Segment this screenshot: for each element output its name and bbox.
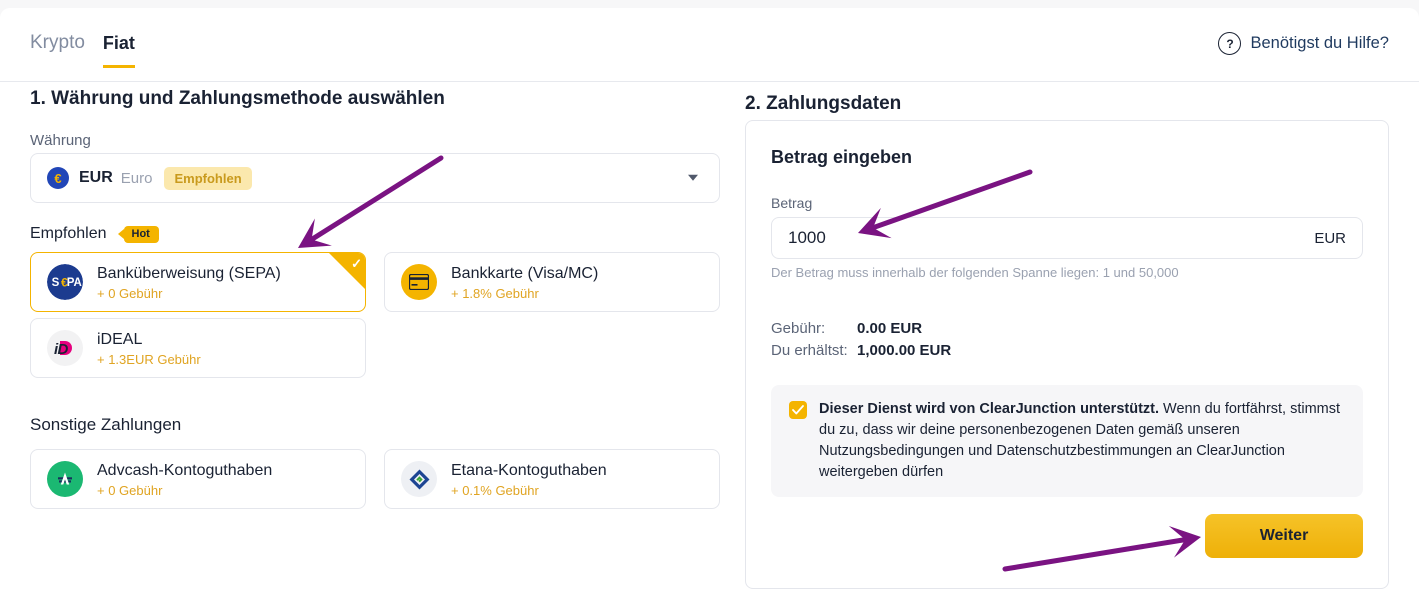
svg-text:PA: PA xyxy=(67,277,82,289)
svg-text:D: D xyxy=(58,341,69,358)
svg-text:S: S xyxy=(52,277,60,289)
